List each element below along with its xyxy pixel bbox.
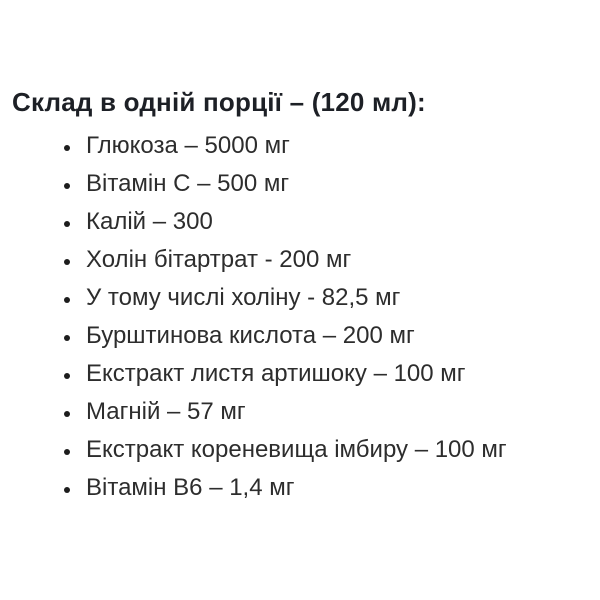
list-item: Калій – 300	[82, 203, 590, 241]
list-item: У тому числі холіну - 82,5 мг	[82, 279, 590, 317]
list-item: Холін бітартрат - 200 мг	[82, 241, 590, 279]
list-item: Глюкоза – 5000 мг	[82, 127, 590, 165]
list-item: Бурштинова кислота – 200 мг	[82, 317, 590, 355]
list-item: Вітамін В6 – 1,4 мг	[82, 469, 590, 507]
list-item: Вітамін С – 500 мг	[82, 165, 590, 203]
ingredients-list: Глюкоза – 5000 мг Вітамін С – 500 мг Кал…	[12, 127, 590, 507]
list-item: Магній – 57 мг	[82, 393, 590, 431]
list-item: Екстракт листя артишоку – 100 мг	[82, 355, 590, 393]
page-title: Склад в одній порції – (120 мл):	[12, 87, 426, 117]
list-item: Екстракт кореневища імбиру – 100 мг	[82, 431, 590, 469]
